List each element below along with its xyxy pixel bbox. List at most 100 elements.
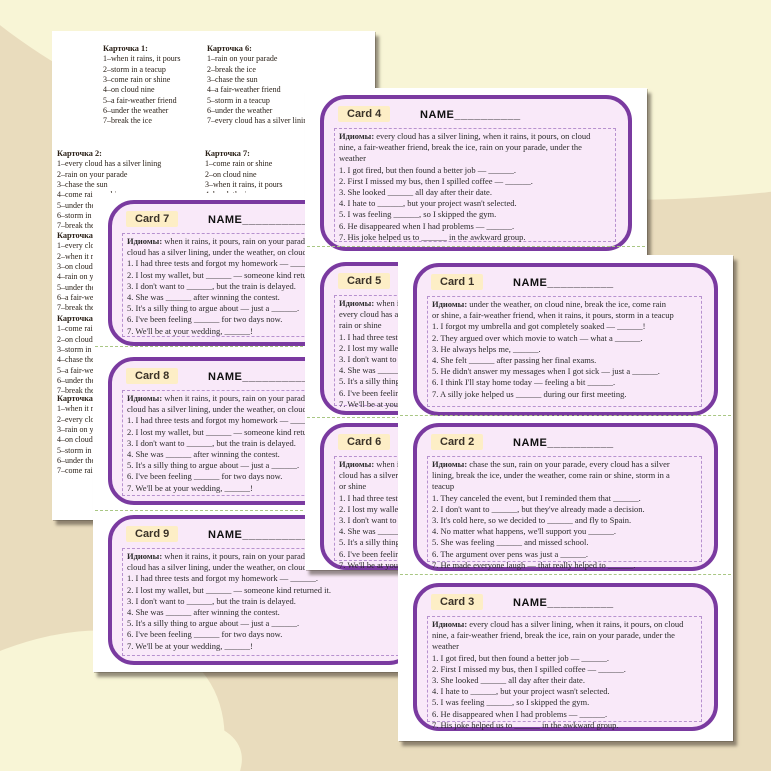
name-label: NAME__________ <box>420 109 521 121</box>
idioms-wrap-lines: cloud has a silver lining, under the wea… <box>127 562 394 573</box>
text-line: 2–on cloud nine <box>205 169 257 179</box>
text-line: 7. We'll be at your wedding, ______! <box>127 325 253 336</box>
text-line: 7. A silly joke helped us ______ during … <box>432 388 627 399</box>
exercise-items: 1. I got fired, but then found a better … <box>339 165 611 243</box>
name-label: NAME__________ <box>513 597 614 609</box>
text-line: 4–on cloud nine <box>57 435 109 445</box>
text-line: 3. He always helps me, ______. <box>432 343 541 354</box>
idioms-line: Идиомы: when it rains, it pours, rain on… <box>127 236 332 246</box>
text-line: 5. I was feeling ______, so I skipped th… <box>432 697 590 708</box>
text-line: 6. I've been feeling ______ for two days… <box>127 314 283 325</box>
card-title-badge: Card 7 <box>126 211 179 227</box>
idioms-box: Идиомы: when it rains, it pours, rain on… <box>122 390 399 496</box>
idioms-line: Идиомы: chase the sun, rain on your para… <box>432 459 670 469</box>
card-title-badge: Card 3 <box>431 594 484 610</box>
text-line: 5–under the weather <box>57 282 123 292</box>
text-line: 7–break the ice <box>57 386 106 396</box>
text-line: cloud has a silver lining, under the wea… <box>127 247 324 258</box>
idioms-wrap-lines: cloud has a silver lining, under the wea… <box>127 404 394 415</box>
text-line: 7. He made everyone laugh — that really … <box>432 559 636 570</box>
idioms-wrap-lines: cloud has a silver lining, under the wea… <box>127 247 394 258</box>
text-line: 4–rain on your parade <box>57 272 127 282</box>
text-line: 1. I got fired, but then found a better … <box>339 164 517 175</box>
name-label: NAME__________ <box>208 214 309 226</box>
idioms-box: Идиомы: when it rains, it pours, rain on… <box>122 233 399 337</box>
card-title-badge: Card 8 <box>126 368 179 384</box>
cut-line <box>95 510 428 511</box>
text-line: 4. She was ______ after winning the cont… <box>127 449 280 460</box>
text-line: 7. His joke helped us to ______ in the a… <box>339 231 526 242</box>
idioms-wrap-lines: nine, a fair-weather friend, break the i… <box>339 142 611 164</box>
exercise-items: 1. I had three tests and forgot my homew… <box>127 415 394 493</box>
text-line: 1. I had three tests and forgot my homew… <box>127 573 319 584</box>
text-line: 3. I don't want to ______, but the train… <box>127 280 296 291</box>
idioms-wrap-lines: or shine, a fair-weather friend, when it… <box>432 310 697 321</box>
name-label: NAME__________ <box>513 277 614 289</box>
list-title: Карточка 2: <box>57 149 102 158</box>
text-line: weather <box>432 641 459 652</box>
text-line: 4. I hate to ______, but your project wa… <box>432 686 610 697</box>
exercise-items: 1. I had three tests and forgot my homew… <box>127 258 394 336</box>
text-line: or shine <box>339 481 367 492</box>
list-items: 1–when it rains, it pours 2–storm in a te… <box>103 54 181 126</box>
text-line: 1. I had three tests and forgot my homew… <box>127 258 319 269</box>
exercise-items: 1. I got fired, but then found a better … <box>432 653 697 731</box>
text-line: 7–break the ice <box>103 116 152 126</box>
text-line: 5. He didn't answer my messages when I g… <box>432 366 660 377</box>
text-line: 5–storm in a teacup <box>207 95 270 105</box>
text-line: 7–break the ice <box>57 303 106 313</box>
idioms-line: Идиомы: every cloud has a silver lining,… <box>432 619 684 629</box>
text-line: 3–chase the sun <box>207 75 258 84</box>
text-line: 7–every cloud has a silver lining <box>207 116 312 126</box>
list-title: Карточка 4: <box>57 314 102 323</box>
text-line: nine, a fair-weather friend, break the i… <box>432 630 675 641</box>
text-line: nine, a fair-weather friend, break the i… <box>339 142 582 153</box>
text-line: 4. I hate to ______, but your project wa… <box>339 198 517 209</box>
text-line: 1–when it rains, it pours <box>103 54 181 64</box>
text-line: cloud has a silver lining, under the wea… <box>127 562 324 573</box>
text-line: 1–come rain or shine <box>57 324 125 334</box>
name-label: NAME__________ <box>513 437 614 449</box>
text-line: 6. He disappeared when I had problems — … <box>339 220 515 231</box>
text-line: 5. It's a silly thing to argue about — j… <box>127 460 300 471</box>
text-line: 5. It's a silly thing to argue about — j… <box>127 303 300 314</box>
text-line: 3–on cloud nine <box>57 262 109 271</box>
idioms-box: Идиомы: under the weather, on cloud nine… <box>427 296 702 407</box>
text-line: 1. I forgot my umbrella and got complete… <box>432 321 646 332</box>
text-line: 6. He disappeared when I had problems — … <box>432 708 608 719</box>
text-line: 4–a fair-weather friend <box>207 85 281 95</box>
cut-line <box>400 574 731 575</box>
list-title: Карточка 3: <box>57 231 102 240</box>
text-line: 6. The argument over pens was just a ___… <box>432 548 588 559</box>
text-line: 7–come rain or shine <box>57 466 125 476</box>
card-3: Card 3 NAME__________ Идиомы: every clou… <box>413 583 718 731</box>
name-label: NAME__________ <box>208 529 309 541</box>
idioms-line: Идиомы: every cloud has a silver lining,… <box>339 131 591 141</box>
idioms-box: Идиомы: when it rains, it pours, rain on… <box>122 548 399 656</box>
text-line: 4. No matter what happens, we'll support… <box>432 526 617 537</box>
text-line: 1. I had three tests and forgot my homew… <box>127 415 319 426</box>
text-line: 3–rain on your parade <box>57 425 127 434</box>
text-line: 4. She was ______ after winning the cont… <box>127 292 280 303</box>
text-line: 3. It's cold here, so we decided to ____… <box>432 515 632 526</box>
card-title-badge: Card 9 <box>126 526 179 542</box>
text-line: 4–on cloud nine <box>103 85 155 95</box>
text-line: lining, break the ice, under the weather… <box>432 470 670 481</box>
exercise-items: 1. I forgot my umbrella and got complete… <box>432 321 697 399</box>
idiom-list-kartochka-6: Карточка 6: 1–rain on your parade 2–break… <box>207 44 311 126</box>
text-line: 2. I lost my wallet, but ______ — someon… <box>127 269 331 280</box>
text-line: 2–break the ice <box>207 64 256 74</box>
text-line: 6–under the weather <box>57 455 123 465</box>
text-line: rain or shine <box>339 320 382 331</box>
cut-line <box>95 346 428 347</box>
text-line: 6. I've been feeling ______ for two days… <box>127 471 283 482</box>
text-line: 2–rain on your parade <box>57 169 128 179</box>
exercise-items: 1. I had three tests and forgot my homew… <box>127 573 394 651</box>
text-line: 2. I lost my wallet, but ______ — someon… <box>127 426 331 437</box>
text-line: 7. His joke helped us to ______ in the a… <box>432 719 619 730</box>
text-line: 7. We'll be at your wedding, ______! <box>127 640 253 651</box>
text-line: 5. She was feeling ______ and missed sch… <box>432 537 589 548</box>
list-title: Карточка 5: <box>57 394 102 403</box>
text-line: 3–storm in a teacup <box>57 345 120 354</box>
